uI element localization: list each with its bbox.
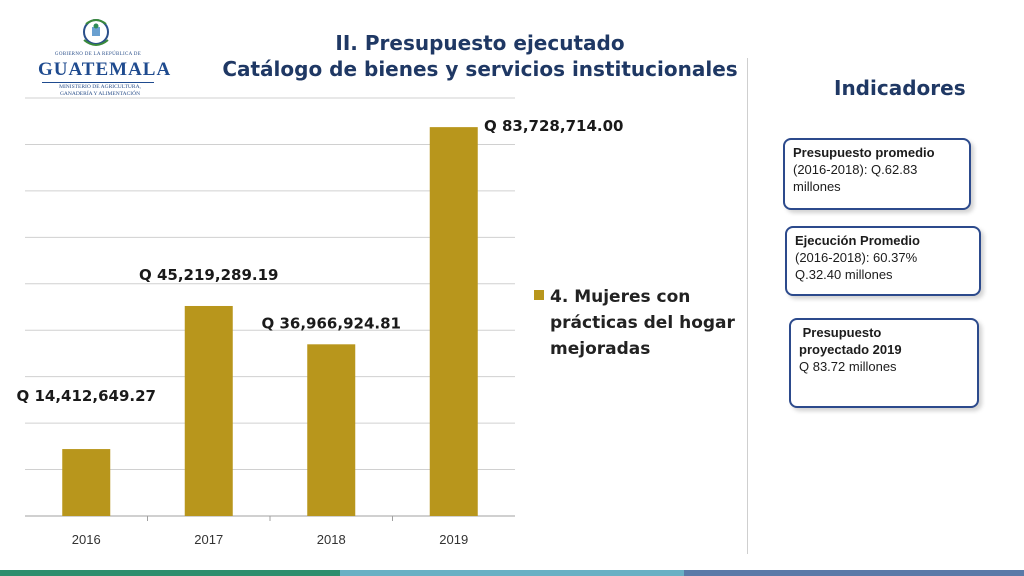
data-label: Q 14,412,649.27 <box>17 387 156 405</box>
page-title-line2: Catálogo de bienes y servicios instituci… <box>222 57 738 81</box>
indicator-card-projected-budget: Presupuesto proyectado 2019 Q 83.72 mill… <box>789 318 979 408</box>
logo-ministry-line1: MINISTERIO DE AGRICULTURA, <box>59 84 141 90</box>
bottom-bar-segment <box>340 570 684 576</box>
logo-government-text: GOBIERNO DE LA REPÚBLICA DE <box>54 52 142 57</box>
data-label: Q 83,728,714.00 <box>484 117 623 135</box>
indicator-card-average-budget: Presupuesto promedio (2016-2018): Q.62.8… <box>783 138 971 210</box>
indicator-card-detail: Q.32.40 millones <box>795 267 893 282</box>
indicator-card-label: Ejecución Promedio <box>795 233 920 248</box>
bottom-color-bar <box>0 570 1024 576</box>
page-title-line1: II. Presupuesto ejecutado <box>335 31 625 55</box>
indicator-card-label: Presupuesto <box>799 325 882 340</box>
logo-divider <box>42 82 154 83</box>
x-tick-label: 2016 <box>72 532 101 547</box>
legend-swatch <box>534 290 544 300</box>
page-title: II. Presupuesto ejecutado Catálogo de bi… <box>200 30 760 82</box>
data-label: Q 45,219,289.19 <box>139 266 278 284</box>
indicator-card-detail: (2016-2018): Q.62.83 <box>793 162 918 177</box>
x-tick-label: 2017 <box>194 532 223 547</box>
coat-of-arms-icon <box>83 19 109 46</box>
legend-label-line1: 4. Mujeres con <box>550 287 691 307</box>
indicator-card-detail: (2016-2018): 60.37% <box>795 250 918 265</box>
x-tick-label: 2019 <box>439 532 468 547</box>
indicators-title: Indicadores <box>834 76 966 100</box>
indicator-card-detail: millones <box>793 179 841 194</box>
bar-2017 <box>184 305 233 516</box>
logo-ministry-line2: GANADERÍA Y ALIMENTACIÓN <box>59 91 141 97</box>
indicator-card-detail: Q 83.72 millones <box>799 359 897 374</box>
logo-ministry: MINISTERIO DE AGRICULTURA, GANADERÍA Y A… <box>40 84 160 98</box>
indicator-card-label: Presupuesto promedio <box>793 145 935 160</box>
bottom-bar-segment <box>0 570 340 576</box>
legend-label-line3: mejoradas <box>550 339 651 359</box>
bar-2016 <box>62 449 111 516</box>
logo-country-name: GUATEMALA <box>38 59 172 80</box>
legend-label-line2: prácticas del hogar <box>550 313 735 333</box>
data-label: Q 36,966,924.81 <box>262 314 401 332</box>
guatemala-logo: GOBIERNO DE LA REPÚBLICA DE GUATEMALA MI… <box>36 14 172 98</box>
bottom-bar-segment <box>684 570 1024 576</box>
bar-2019 <box>429 127 478 516</box>
indicator-card-label: proyectado 2019 <box>799 342 902 357</box>
bar-2018 <box>307 344 356 516</box>
vertical-divider <box>747 58 748 554</box>
x-tick-label: 2018 <box>317 532 346 547</box>
legend-label: 4. Mujeres con prácticas del hogar mejor… <box>550 284 735 362</box>
indicator-card-average-execution: Ejecución Promedio (2016-2018): 60.37% Q… <box>785 226 981 296</box>
